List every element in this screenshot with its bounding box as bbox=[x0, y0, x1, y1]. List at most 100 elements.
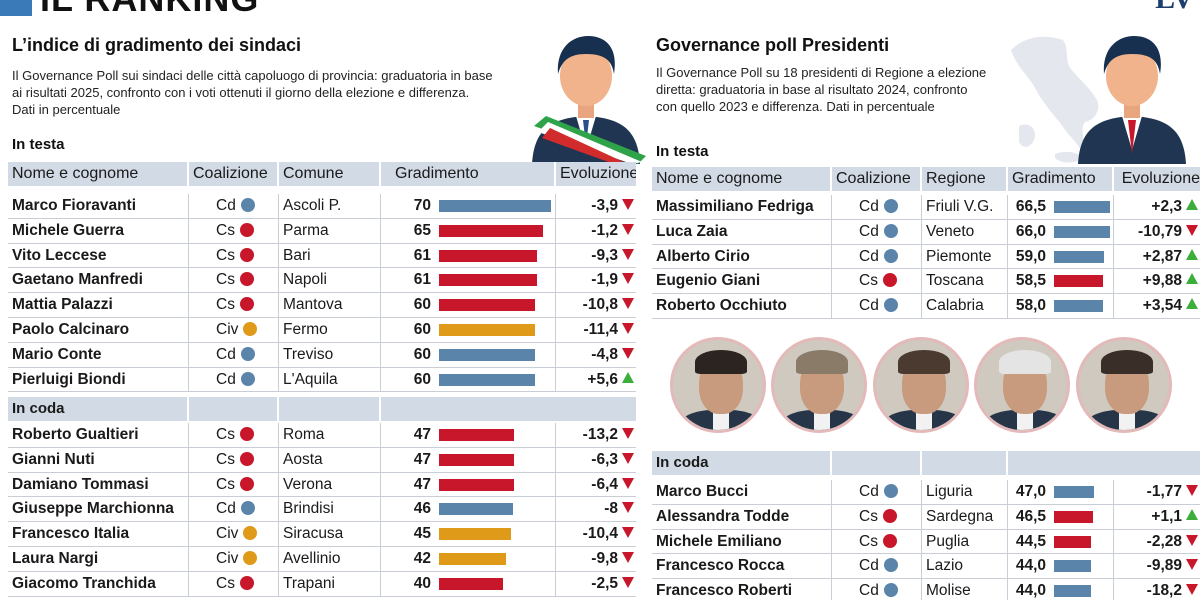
arrow-up-icon bbox=[1186, 273, 1198, 285]
coalition-label: Cd bbox=[859, 297, 879, 315]
place-name: Fermo bbox=[279, 318, 381, 342]
evoluzione-cell: +9,88 bbox=[1114, 269, 1200, 293]
left-table-header: Nome e cognome Coalizione Comune Gradime… bbox=[8, 162, 636, 186]
coalition-label: Cd bbox=[859, 222, 879, 240]
top-banner: IL RANKING LV bbox=[0, 0, 1200, 16]
right-description: Il Governance Poll su 18 presidenti di R… bbox=[656, 64, 986, 115]
table-row: Roberto Occhiuto Cd Calabria 58,0 +3,54 bbox=[652, 294, 1200, 319]
gradimento-bar bbox=[1054, 201, 1110, 213]
arrow-up-icon bbox=[1186, 248, 1198, 260]
gradimento-value: 61 bbox=[413, 246, 431, 264]
coalition-dot-icon bbox=[239, 222, 254, 237]
gradimento-cell: 47,0 bbox=[1008, 480, 1114, 504]
right-panel-title: Governance poll Presidenti bbox=[656, 35, 890, 55]
table-row: Laura Nargi Civ Avellinio 42 -9,8 bbox=[8, 547, 636, 572]
evoluzione-value: -6,4 bbox=[591, 475, 618, 493]
place-name: Mantova bbox=[279, 293, 381, 318]
coalition-cell: Civ bbox=[189, 547, 279, 571]
gradimento-value: 47 bbox=[413, 426, 431, 443]
gradimento-value: 47,0 bbox=[1015, 483, 1046, 500]
gradimento-value: 42 bbox=[413, 550, 431, 567]
portrait-photo-fedriga bbox=[670, 337, 766, 433]
divider-cell bbox=[922, 451, 1008, 475]
coalition-dot-icon bbox=[883, 199, 898, 213]
coalition-dot-icon bbox=[240, 371, 255, 386]
coalition-label: Cs bbox=[216, 246, 235, 264]
coalition-dot-icon bbox=[239, 297, 254, 312]
portrait-photo-giani bbox=[974, 337, 1070, 433]
gradimento-value: 44,0 bbox=[1015, 582, 1046, 600]
coalition-cell: Cd bbox=[832, 579, 922, 600]
coalition-dot-icon bbox=[883, 223, 898, 238]
gradimento-cell: 65 bbox=[381, 218, 556, 243]
coalition-dot-icon bbox=[883, 558, 898, 573]
place-name: Verona bbox=[279, 472, 381, 497]
gradimento-cell: 46 bbox=[381, 497, 556, 522]
person-name: Francesco Roberti bbox=[652, 579, 832, 600]
evoluzione-cell: +2,87 bbox=[1114, 245, 1200, 269]
person-name: Francesco Italia bbox=[8, 522, 189, 547]
divider-cell bbox=[381, 397, 636, 421]
coalition-dot-icon bbox=[243, 322, 258, 336]
gradimento-bar bbox=[1054, 486, 1094, 498]
divider-cell bbox=[279, 397, 381, 421]
arrow-down-icon bbox=[622, 452, 634, 464]
arrow-down-icon bbox=[622, 223, 634, 235]
gradimento-value: 60 bbox=[413, 370, 431, 388]
evoluzione-value: -9,8 bbox=[591, 550, 618, 567]
gradimento-bar bbox=[439, 528, 511, 541]
coalition-label: Civ bbox=[216, 525, 239, 543]
gradimento-cell: 40 bbox=[381, 571, 556, 596]
place-name: Piemonte bbox=[922, 244, 1008, 269]
gradimento-bar bbox=[439, 478, 515, 491]
evoluzione-value: -8 bbox=[604, 500, 618, 518]
person-name: Gianni Nuti bbox=[8, 447, 189, 472]
person-name: Damiano Tommasi bbox=[8, 472, 189, 497]
gradimento-value: 45 bbox=[413, 525, 431, 543]
evoluzione-cell: -8 bbox=[556, 497, 636, 521]
place-name: L'Aquila bbox=[279, 367, 381, 392]
right-section-bottom: In coda bbox=[652, 451, 832, 475]
person-name: Luca Zaia bbox=[652, 219, 832, 244]
table-row: Massimiliano Fedriga Cd Friuli V.G. 66,5 +2,… bbox=[652, 195, 1200, 220]
gradimento-cell: 70 bbox=[381, 194, 556, 218]
divider-cell bbox=[189, 397, 279, 421]
coalition-label: Cs bbox=[216, 271, 235, 289]
gradimento-value: 40 bbox=[413, 574, 431, 592]
table-row: Gaetano Manfredi Cs Napoli 61 -1,9 bbox=[8, 268, 636, 294]
person-name: Giacomo Tranchida bbox=[8, 571, 189, 596]
col-comune-header: Comune bbox=[279, 162, 381, 186]
coalition-cell: Cd bbox=[832, 219, 922, 244]
table-row: Francesco Rocca Cd Lazio 44,0 -9,89 bbox=[652, 554, 1200, 580]
coalition-dot-icon bbox=[883, 583, 898, 598]
evoluzione-value: +9,88 bbox=[1142, 272, 1182, 290]
coalition-dot-icon bbox=[239, 476, 254, 491]
right-description-line: con quello 2023 e differenza. Dati in pe… bbox=[656, 99, 935, 114]
evoluzione-value: +2,87 bbox=[1142, 247, 1182, 265]
evoluzione-value: -9,3 bbox=[591, 246, 618, 264]
evoluzione-cell: -6,4 bbox=[556, 473, 636, 497]
col-evoluzione-header: Evoluzione bbox=[1121, 170, 1200, 187]
arrow-down-icon bbox=[622, 248, 634, 260]
gradimento-cell: 44,0 bbox=[1008, 554, 1114, 579]
photo-shirt bbox=[1119, 410, 1135, 430]
coalition-cell: Cs bbox=[189, 472, 279, 497]
coalition-cell: Civ bbox=[189, 522, 279, 547]
arrow-up-icon bbox=[1186, 199, 1198, 210]
person-name: Marco Fioravanti bbox=[8, 194, 189, 218]
evoluzione-cell: +1,1 bbox=[1114, 505, 1200, 529]
coalition-cell: Cd bbox=[832, 480, 922, 504]
mayor-with-sash-icon bbox=[532, 36, 646, 164]
photo-hair bbox=[796, 350, 848, 374]
col-coalition-header: Coalizione bbox=[832, 167, 922, 191]
place-name: Toscana bbox=[922, 269, 1008, 294]
coalition-label: Civ bbox=[216, 550, 239, 567]
arrow-down-icon bbox=[1186, 534, 1198, 546]
table-row: Alessandra Todde Cs Sardegna 46,5 +1,1 bbox=[652, 504, 1200, 530]
divider-cell bbox=[832, 451, 922, 475]
place-name: Aosta bbox=[279, 447, 381, 472]
arrow-up-icon bbox=[622, 371, 634, 383]
table-row: Mario Conte Cd Treviso 60 -4,8 bbox=[8, 342, 636, 368]
gradimento-bar bbox=[439, 429, 515, 441]
evoluzione-value: -18,2 bbox=[1146, 582, 1182, 600]
